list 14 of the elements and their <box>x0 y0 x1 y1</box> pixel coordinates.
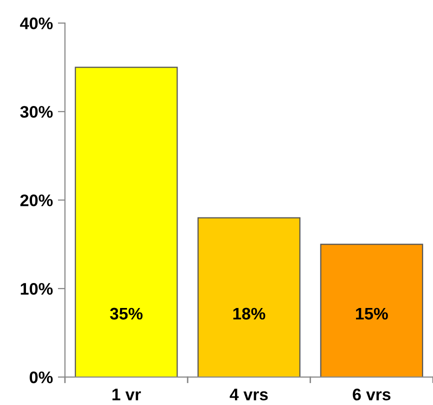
data-label: 35% <box>110 308 143 320</box>
y-tick-label: 10% <box>20 282 53 295</box>
bar <box>320 244 424 378</box>
bar <box>74 66 178 378</box>
y-tick-label: 0% <box>30 371 53 384</box>
x-tick-label: 6 vrs <box>352 388 390 400</box>
y-tick-label: 20% <box>20 194 53 206</box>
x-tick-label: 1 vr <box>112 388 141 400</box>
bar <box>198 217 300 378</box>
data-label: 18% <box>233 308 266 320</box>
y-tick-label: 30% <box>20 106 53 118</box>
x-tick-label: 4 vrs <box>230 388 268 400</box>
data-label: 15% <box>356 308 388 320</box>
y-tick-label: 40% <box>20 17 53 30</box>
